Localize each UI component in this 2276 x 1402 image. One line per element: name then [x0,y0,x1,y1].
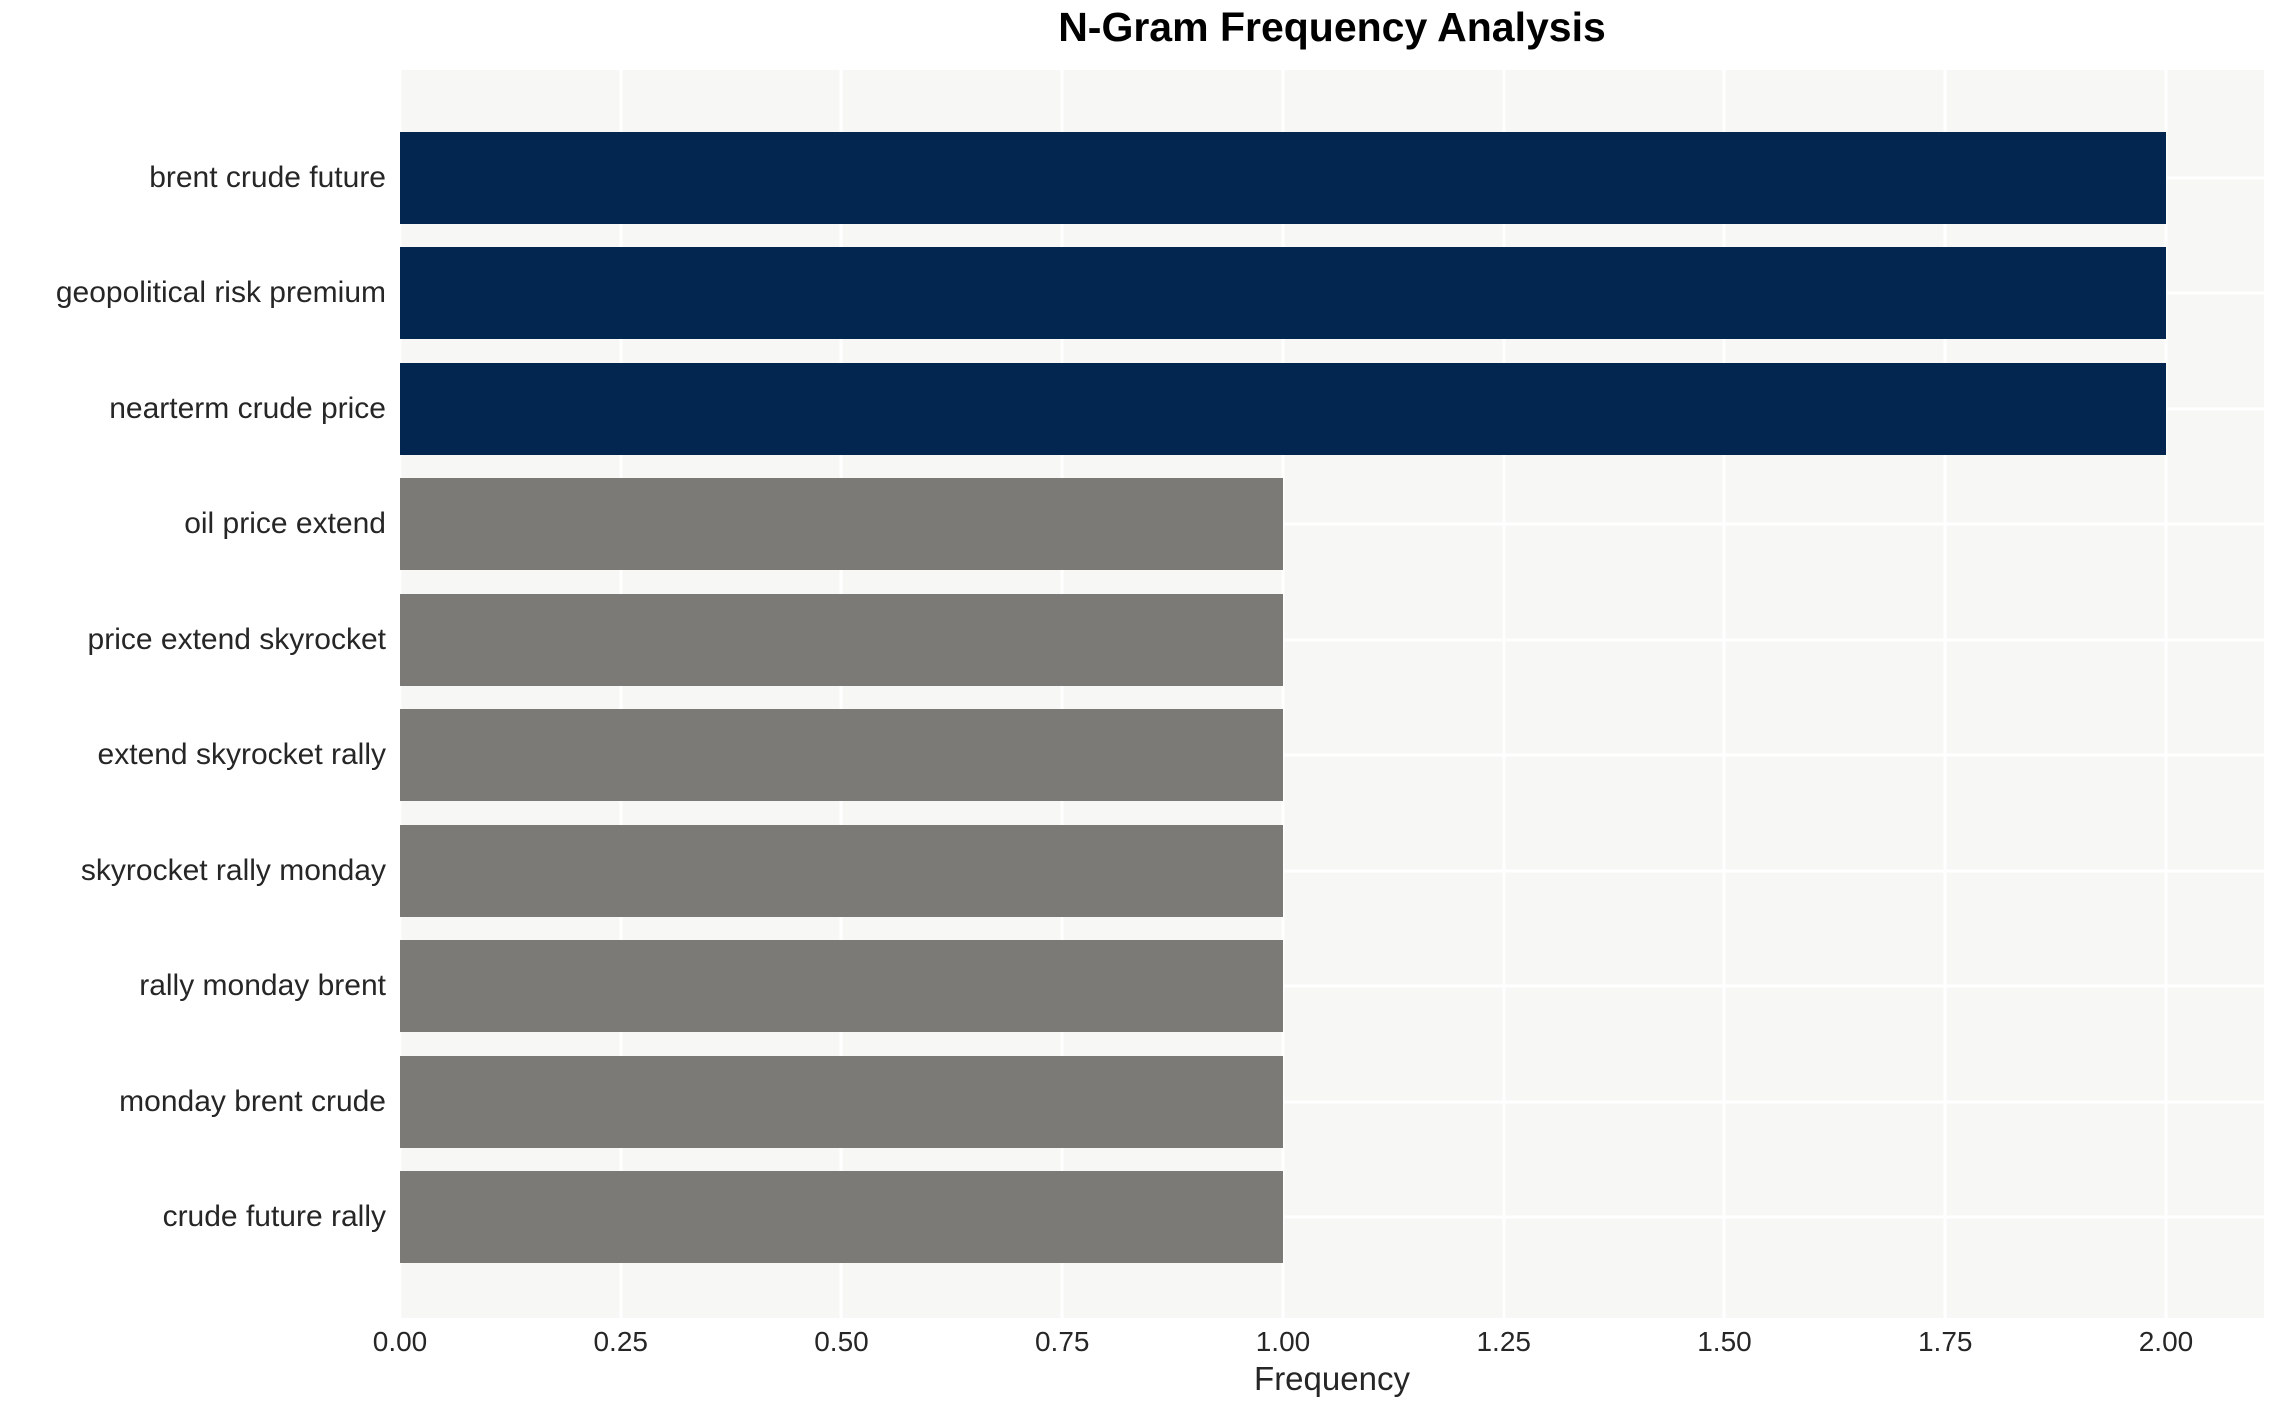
bar-extend-skyrocket-rally [400,709,1283,802]
bar-crude-future-rally [400,1171,1283,1264]
bar-price-extend-skyrocket [400,593,1283,686]
x-tick-label: 1.75 [1917,1326,1973,1357]
bar-oil-price-extend [400,478,1283,571]
bar-geopolitical-risk-premium [400,247,2166,340]
x-tick-label: 1.00 [1255,1326,1311,1357]
vertical-gridline [2164,70,2168,1318]
horizontal-gridline [400,522,2264,526]
y-tick-label: price extend skyrocket [87,622,386,656]
bar-brent-crude-future [400,131,2166,224]
horizontal-gridline [400,638,2264,642]
vertical-gridline [1502,70,1506,1318]
x-tick-label: 1.25 [1476,1326,1531,1357]
vertical-gridline [619,70,623,1318]
vertical-gridline [1722,70,1726,1318]
y-tick-label: geopolitical risk premium [55,276,386,310]
x-tick-label: 0.50 [814,1326,869,1357]
horizontal-gridline [400,1215,2264,1219]
plot-area [400,70,2264,1318]
vertical-gridline [400,70,402,1318]
y-tick-label: extend skyrocket rally [97,738,386,772]
y-tick-label: nearterm crude price [109,391,386,425]
x-tick-label: 0.75 [1034,1326,1090,1357]
horizontal-gridline [400,869,2264,873]
x-axis: 0.00 0.25 0.50 0.75 1.00 1.25 1.50 1.75 2.00 [373,1326,2264,1366]
y-tick-label: brent crude future [149,160,386,194]
vertical-gridline [1943,70,1947,1318]
x-tick-label: 0.25 [593,1326,648,1357]
y-tick-label: crude future rally [162,1200,386,1234]
vertical-gridline [1060,70,1064,1318]
bar-nearterm-crude-price [400,362,2166,455]
horizontal-gridline [400,1100,2264,1104]
vertical-gridline [1281,70,1285,1318]
vertical-gridline [839,70,843,1318]
x-axis-label: Frequency [1254,1360,1410,1397]
y-tick-label: rally monday brent [139,969,386,1003]
y-axis: brent crude future geopolitical risk prem… [0,70,386,1318]
y-tick-label: oil price extend [184,507,386,541]
x-tick-label: 1.50 [1697,1326,1752,1357]
horizontal-gridline [400,753,2264,757]
chart-title: N-Gram Frequency Analysis [1058,4,1606,50]
x-tick-label: 0.00 [372,1326,428,1357]
horizontal-gridline [400,984,2264,988]
bar-monday-brent-crude [400,1055,1283,1148]
x-tick-label: 2.00 [2138,1326,2194,1357]
bar-rally-monday-brent [400,940,1283,1033]
bar-skyrocket-rally-monday [400,824,1283,917]
y-tick-label: skyrocket rally monday [80,853,386,887]
y-tick-label: monday brent crude [119,1084,386,1118]
